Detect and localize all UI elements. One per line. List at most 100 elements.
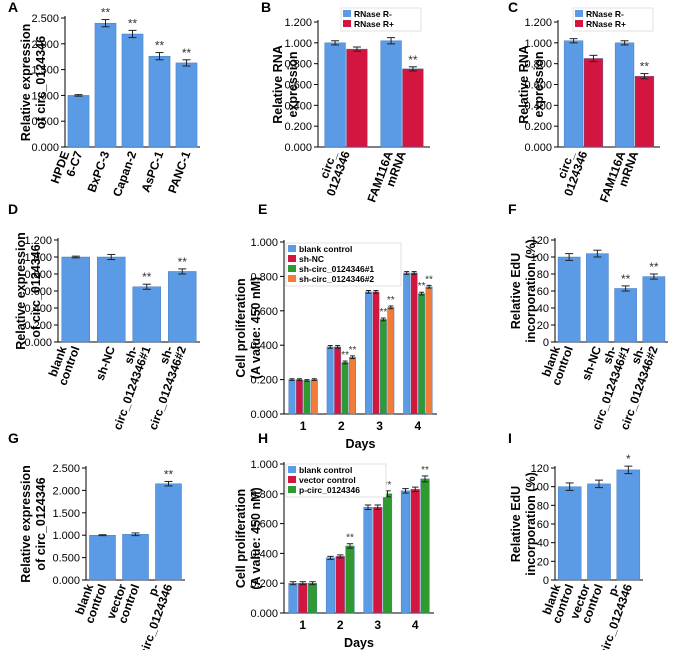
y-tick-label: 0.200 [284,121,312,133]
y-tick-label: 60 [537,286,549,298]
panel-label: H [258,430,268,446]
legend-swatch [288,245,296,252]
legend-label: blank control [299,465,352,475]
significance-mark: ** [425,274,433,285]
y-tick-label: 40 [537,538,549,550]
y-tick-label: 0.200 [24,320,52,332]
legend-box [285,463,387,498]
x-tick-label: p- [605,582,622,597]
y-tick-label: 0.600 [250,519,278,531]
bar-h-2-0 [363,507,373,614]
panel-label: G [8,430,19,446]
x-tick-label: PANC-1 [165,149,193,195]
legend-label: p-circ_0124346 [299,485,360,495]
legend-box [572,7,654,32]
significance-mark: ** [101,6,111,20]
bar-e-2-1 [372,291,380,415]
y-axis-title-line: Relative expression [14,232,28,349]
x-tick-label: sh- [600,344,619,366]
legend-swatch [288,486,296,493]
y-tick-label: 1.200 [284,17,312,29]
legend: blank controlsh-NCsh-circ_0124346#1sh-ci… [285,242,402,287]
bar-e-2-2 [379,319,387,415]
significance-mark: ** [384,480,392,491]
bar-h-1-2 [345,545,355,614]
bar-b-0-0 [324,42,346,148]
bar-f-0-0 [557,256,581,343]
panel-label: D [8,201,18,217]
bar-a-2-0 [121,33,144,148]
y-tick-label: 2.500 [52,463,80,475]
legend-label: sh-circ_0124346#1 [299,264,374,274]
significance-mark: ** [341,350,349,361]
bar-a-4-0 [175,62,198,148]
significance-mark: ** [155,39,165,53]
bar-g-1-0 [122,534,149,581]
y-tick-label: 0.600 [24,286,52,298]
legend-swatch [343,20,351,27]
y-axis-title-line: incorporation (%) [524,239,538,342]
y-tick-label: 40 [537,303,549,315]
legend-swatch [288,265,296,272]
significance-mark: * [626,452,631,466]
y-tick-label: 1.000 [250,237,278,249]
y-tick-label: 2.500 [31,13,59,25]
bar-e-1-3 [349,357,356,415]
bar-f-3-0 [642,276,666,343]
y-tick-label: 100 [531,482,549,494]
legend-swatch [343,10,351,17]
bar-b-1-1 [402,68,424,148]
y-tick-label: 0.600 [524,80,552,92]
panel-e: E Cell proliferation (A value: 450 nM) 0.00… [234,201,437,451]
x-tick-label: p- [145,582,162,597]
y-tick-label: 80 [537,269,549,281]
significance-mark: ** [418,281,426,292]
legend-label: RNase R- [586,9,624,19]
bar-a-1-0 [94,22,117,148]
legend-label: blank control [299,244,352,254]
y-tick-label: 2.000 [52,485,80,497]
legend-swatch [288,275,296,282]
bar-e-3-1 [410,272,418,415]
panel-b: B Relative RNA expression 0.000 0.200 0.400 0.… [261,0,430,204]
y-axis-title-line: of circ_0124346 [29,244,43,337]
x-axis-title: Days [344,636,374,650]
panel-label: F [508,201,517,217]
bar-h-2-1 [373,507,383,614]
y-tick-label: 0.000 [524,142,552,154]
significance-mark: ** [421,465,429,476]
bar-h-3-2 [420,478,430,614]
bar-i-0-0 [557,486,582,581]
significance-mark: ** [349,345,357,356]
significance-mark: ** [346,533,354,544]
y-tick-label: 0.500 [31,116,59,128]
bar-d-2-0 [132,286,162,343]
bar-e-3-3 [425,286,433,415]
bar-h-1-1 [335,556,345,614]
panel-label: C [508,0,518,15]
y-tick-label: 1.000 [284,38,312,50]
bar-c-0-0 [563,40,584,148]
x-tick-label: 2 [337,618,344,632]
y-axis-title-line: incorporation (%) [524,472,538,575]
bar-c-1-1 [634,75,655,148]
y-tick-label: 120 [531,463,549,475]
significance-mark: ** [640,60,650,74]
y-axis-title-line: of circ_0124346 [34,36,48,129]
panel-c: C Relative RNA expression 0.000 0.200 0.400 0.… [508,0,660,204]
significance-mark: ** [142,270,152,284]
bar-e-1-0 [326,346,334,415]
bar-a-3-0 [148,55,171,148]
bar-g-2-0 [155,483,182,581]
y-tick-label: 0.800 [24,269,52,281]
x-tick-label: 4 [415,419,422,433]
y-axis-title-line: expression [286,51,300,117]
legend-swatch [575,10,583,17]
y-tick-label: 0.800 [284,59,312,71]
y-tick-label: 0.800 [524,59,552,71]
y-tick-label: 0.400 [284,100,312,112]
bar-c-0-1 [583,58,604,148]
panel-label: B [261,0,271,15]
